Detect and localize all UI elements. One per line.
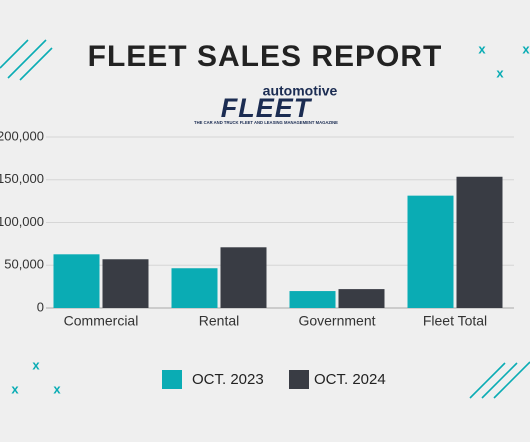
svg-text:x: x (11, 381, 19, 396)
bar (456, 176, 503, 308)
bar (407, 195, 454, 308)
bar (171, 268, 218, 308)
svg-text:x: x (496, 65, 504, 80)
legend-swatch (289, 370, 309, 389)
y-tick-label: 100,000 (0, 214, 44, 229)
svg-text:x: x (32, 357, 40, 372)
bar (289, 291, 336, 308)
x-tick-label: Rental (199, 313, 239, 329)
legend-label: OCT. 2023 (192, 371, 264, 388)
y-tick-label: 0 (37, 299, 44, 314)
y-tick-label: 200,000 (0, 128, 44, 143)
logo-top: automotive (263, 83, 338, 99)
y-tick-label: 150,000 (0, 171, 44, 186)
legend-label: OCT. 2024 (314, 371, 386, 388)
x-tick-label: Government (298, 313, 375, 329)
decoration: xxx xx x (0, 39, 530, 399)
x-tick-label: Commercial (64, 313, 139, 329)
logo-tagline: THE CAR AND TRUCK FLEET AND LEASING MANA… (194, 120, 338, 125)
bar (220, 247, 267, 308)
svg-text:x: x (522, 41, 530, 56)
logo-main: FLEET (221, 93, 313, 123)
bar (338, 289, 385, 308)
chart-title: FLEET SALES REPORT (88, 40, 443, 73)
y-tick-label: 50,000 (4, 257, 44, 272)
svg-text:x: x (53, 381, 61, 396)
x-tick-label: Fleet Total (423, 313, 487, 329)
svg-text:x: x (478, 41, 486, 56)
bar (102, 259, 149, 308)
legend-swatch (162, 370, 182, 389)
bar (53, 254, 100, 308)
logo: automotive FLEET THE CAR AND TRUCK FLEET… (194, 83, 338, 125)
